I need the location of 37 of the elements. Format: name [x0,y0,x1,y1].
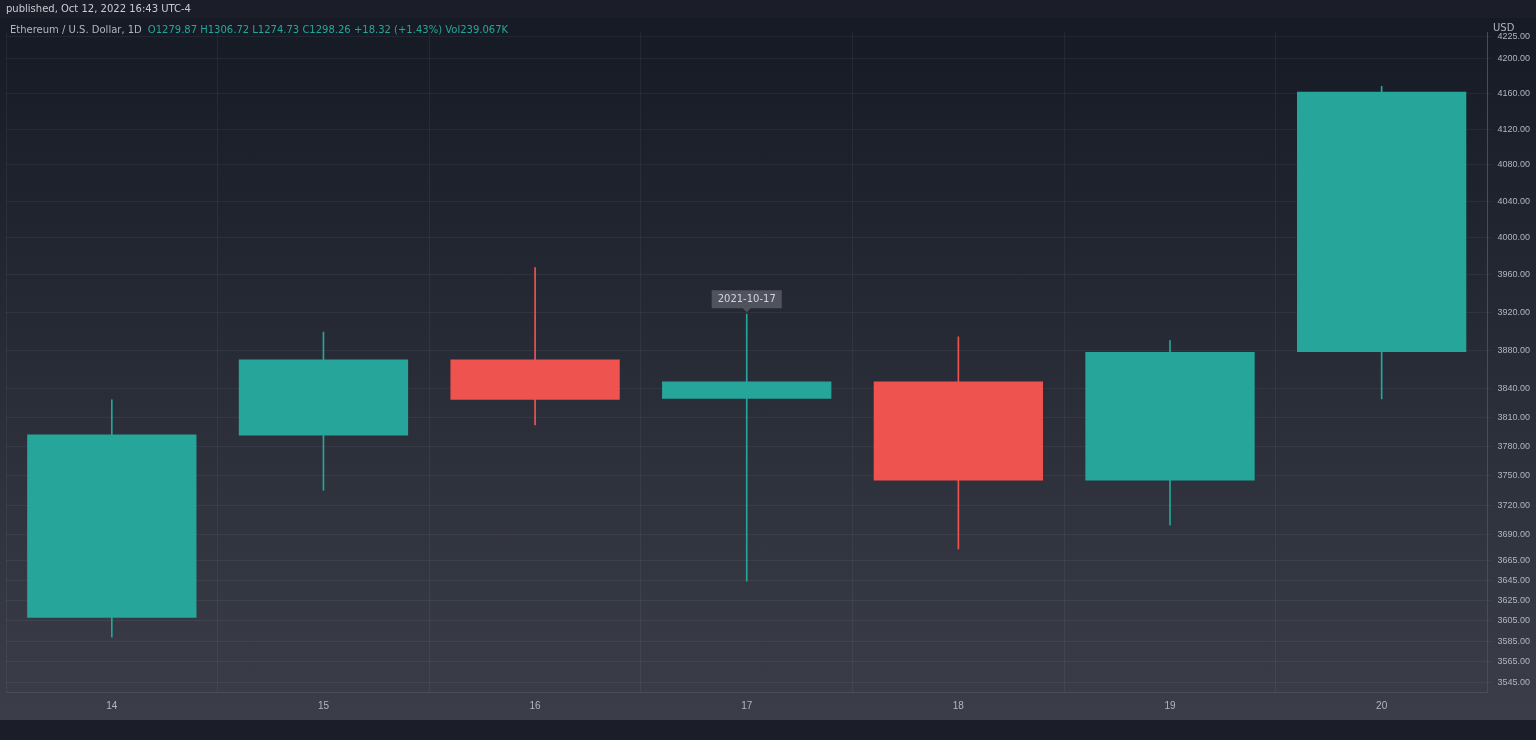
y-tick-label: 3960.00 [1497,269,1531,280]
x-tick-label: 18 [952,699,965,711]
text: published, Oct 12, 2022 16:43 UTC-4 [6,3,191,14]
y-tick-label: 3840.00 [1497,382,1531,393]
y-tick-label: 3605.00 [1497,615,1531,626]
y-tick-label: 4225.00 [1497,30,1531,41]
y-tick-label: 3720.00 [1497,499,1531,510]
annotation: 2021-10-17 [717,292,776,304]
y-tick-label: 4120.00 [1497,123,1531,134]
y-tick-label: 3880.00 [1497,344,1531,355]
y-tick-label: 3545.00 [1497,677,1531,688]
x-tick-label: 15 [317,699,330,711]
y-tick-label: 3565.00 [1497,656,1531,667]
x-tick-label: 16 [529,699,542,711]
y-tick-label: 3645.00 [1497,574,1531,585]
candlestick [450,267,620,426]
y-tick-label: 3780.00 [1497,440,1531,451]
y-tick-label: 3625.00 [1497,594,1531,605]
x-tick-label: 19 [1164,699,1177,711]
y-tick-label: 4160.00 [1497,87,1531,98]
x-tick-label: 20 [1376,699,1388,711]
x-tick-label: 17 [741,699,753,711]
chart-title: Ethereum / U.S. Dollar, 1D [10,24,142,35]
y-tick-label: 4080.00 [1497,159,1531,170]
y-tick-label: 3920.00 [1497,306,1531,317]
y-tick-label: 3585.00 [1497,635,1531,646]
y-tick-label: 4040.00 [1497,195,1531,206]
y-tick-label: 3690.00 [1497,529,1531,540]
y-tick-label: 3810.00 [1497,411,1531,422]
y-tick-label: 3750.00 [1497,470,1531,481]
y-tick-label: 4200.00 [1497,52,1531,63]
chart-subtitle: O1279.87 H1306.72 L1274.73 C1298.26 +18.32 (+1.43%) Vol239.067K [147,24,509,35]
candlestick [662,313,832,582]
x-tick-label: 14 [106,699,118,711]
y-tick-label: 4000.00 [1497,232,1531,243]
y-axis-title: USD [1493,22,1515,33]
y-tick-label: 3665.00 [1497,554,1531,565]
